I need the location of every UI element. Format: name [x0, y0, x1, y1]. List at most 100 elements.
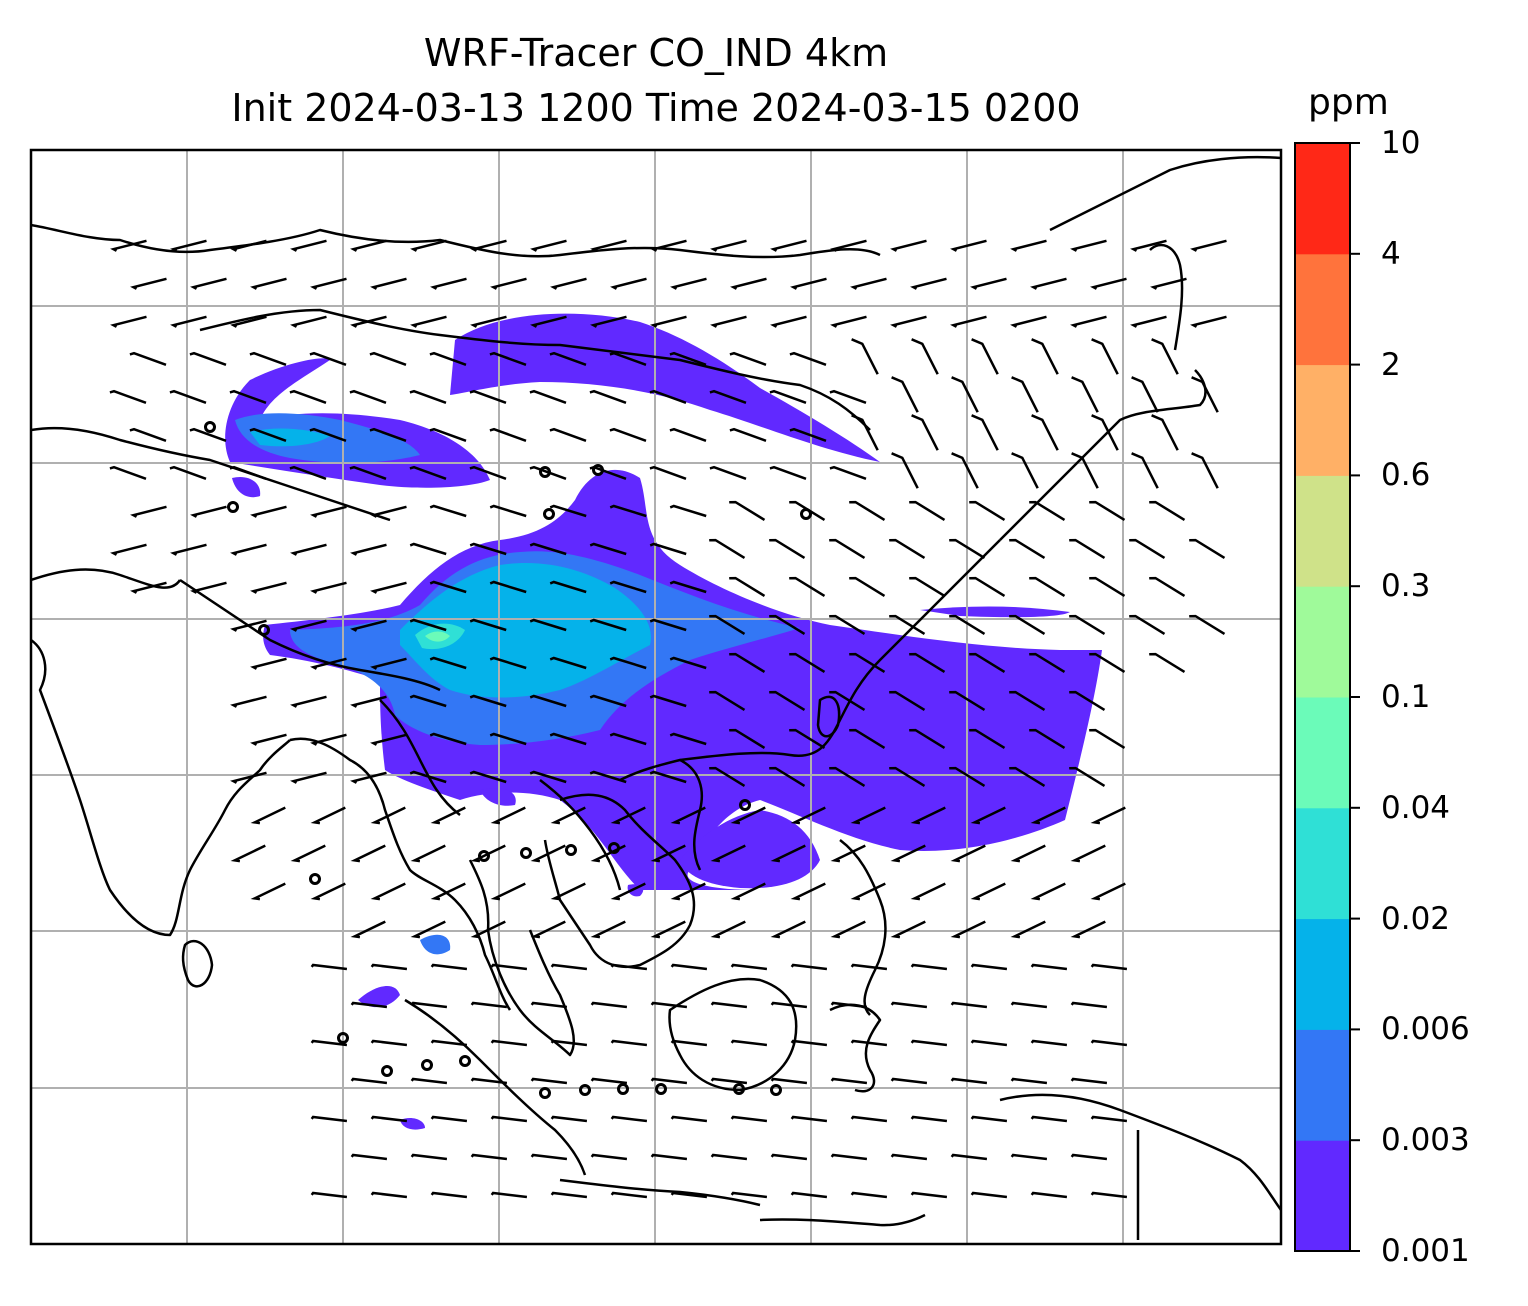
wind-barb — [470, 1153, 508, 1161]
wind-barb — [130, 505, 167, 518]
calm-circle — [520, 847, 532, 859]
calm-circle — [421, 1059, 433, 1071]
wind-barb — [770, 1001, 808, 1009]
wind-barb — [350, 695, 387, 708]
wind-barb — [550, 1115, 588, 1123]
calm-circle — [478, 850, 490, 862]
wind-barb — [910, 1115, 948, 1123]
wind-barb — [670, 1191, 708, 1199]
wind-barb — [669, 732, 707, 746]
wind-barb — [309, 351, 347, 366]
wind-barb — [1030, 1039, 1068, 1047]
colorbar-segment — [1295, 697, 1350, 809]
wind-barb — [1009, 690, 1046, 711]
wind-barb — [951, 376, 979, 413]
wind-barb — [550, 882, 586, 901]
wind-barb — [670, 277, 707, 290]
wind-barb — [949, 690, 986, 711]
wind-barb — [729, 500, 766, 521]
wind-barb — [969, 500, 1006, 521]
calm-circle — [733, 1083, 745, 1095]
border-china-west — [31, 426, 391, 522]
colorbar-tick-label: 0.1 — [1381, 679, 1431, 715]
wind-barb — [350, 771, 387, 784]
wind-barb — [610, 277, 647, 290]
colorbar-segment — [1295, 1140, 1350, 1252]
wind-barb — [230, 619, 267, 632]
wind-barb — [110, 543, 147, 556]
wind-barb — [290, 771, 327, 784]
wind-barb — [190, 277, 227, 290]
wind-barb — [350, 1077, 388, 1085]
wind-barb — [1030, 806, 1066, 825]
wind-barb — [850, 963, 888, 971]
wind-barb — [889, 614, 926, 635]
wind-barb — [1071, 376, 1099, 413]
wind-barb — [549, 427, 587, 442]
wind-barb — [129, 427, 167, 442]
wind-barb — [230, 771, 267, 784]
wind-barb — [1029, 652, 1066, 673]
wind-barb — [469, 618, 507, 632]
wind-barb — [189, 351, 227, 366]
colorbar-segment — [1295, 253, 1350, 366]
calm-circle — [381, 1065, 393, 1077]
wind-barb — [910, 1191, 948, 1199]
wind-barb — [830, 920, 866, 939]
wind-barb — [1090, 806, 1126, 825]
wind-barb — [430, 882, 466, 901]
wind-barb — [250, 806, 286, 825]
wind-barb — [730, 1115, 768, 1123]
wind-barb — [849, 652, 886, 673]
wind-barb — [729, 351, 767, 366]
wind-barb — [1089, 728, 1126, 749]
wind-barb — [891, 452, 919, 489]
wind-barb — [169, 465, 207, 480]
calm-circle — [543, 508, 555, 520]
wind-barb — [650, 239, 687, 252]
wind-barb — [1070, 315, 1107, 328]
wind-barb — [1030, 1191, 1068, 1199]
wind-barb — [949, 766, 986, 787]
wind-barb — [650, 920, 686, 939]
wind-barb — [1031, 338, 1059, 375]
wind-barb — [669, 656, 707, 670]
wind-barb — [1030, 882, 1066, 901]
wind-barb — [670, 882, 706, 901]
coast-malay-peninsula — [468, 859, 575, 1057]
wind-barb — [590, 844, 626, 863]
wind-barb — [1029, 728, 1066, 749]
wind-barb — [409, 465, 447, 480]
wind-barb — [669, 504, 707, 518]
wind-barb — [250, 277, 287, 290]
wind-barb — [789, 351, 827, 366]
wind-barb — [829, 690, 866, 711]
wind-barb — [1010, 1153, 1048, 1161]
wind-barb — [969, 576, 1006, 597]
wind-barb — [350, 1001, 388, 1009]
wind-barb — [130, 581, 167, 594]
plume-north-band — [450, 313, 880, 462]
wind-barb — [590, 1153, 628, 1161]
wind-barb — [650, 315, 687, 328]
wind-barb — [769, 690, 806, 711]
plume-south-small-2 — [420, 934, 451, 955]
wind-barb — [770, 920, 806, 939]
wind-barb — [369, 351, 407, 366]
wind-barb — [610, 963, 648, 971]
wind-barb — [889, 690, 926, 711]
plume-small-west — [232, 476, 261, 498]
map-title-line-1: WRF-Tracer CO_IND 4km — [423, 31, 889, 75]
wind-barb — [409, 770, 447, 784]
coast-sumatra — [404, 998, 587, 1176]
wind-barb — [789, 652, 826, 673]
wind-barb — [909, 500, 946, 521]
plume-speckles — [480, 788, 644, 897]
wind-barb — [889, 766, 926, 787]
wind-barb — [1090, 882, 1126, 901]
wind-barb — [249, 427, 287, 442]
wind-barb — [409, 542, 447, 556]
calm-circle — [770, 1084, 782, 1096]
wind-barb — [850, 1115, 888, 1123]
wind-barb — [829, 465, 867, 480]
